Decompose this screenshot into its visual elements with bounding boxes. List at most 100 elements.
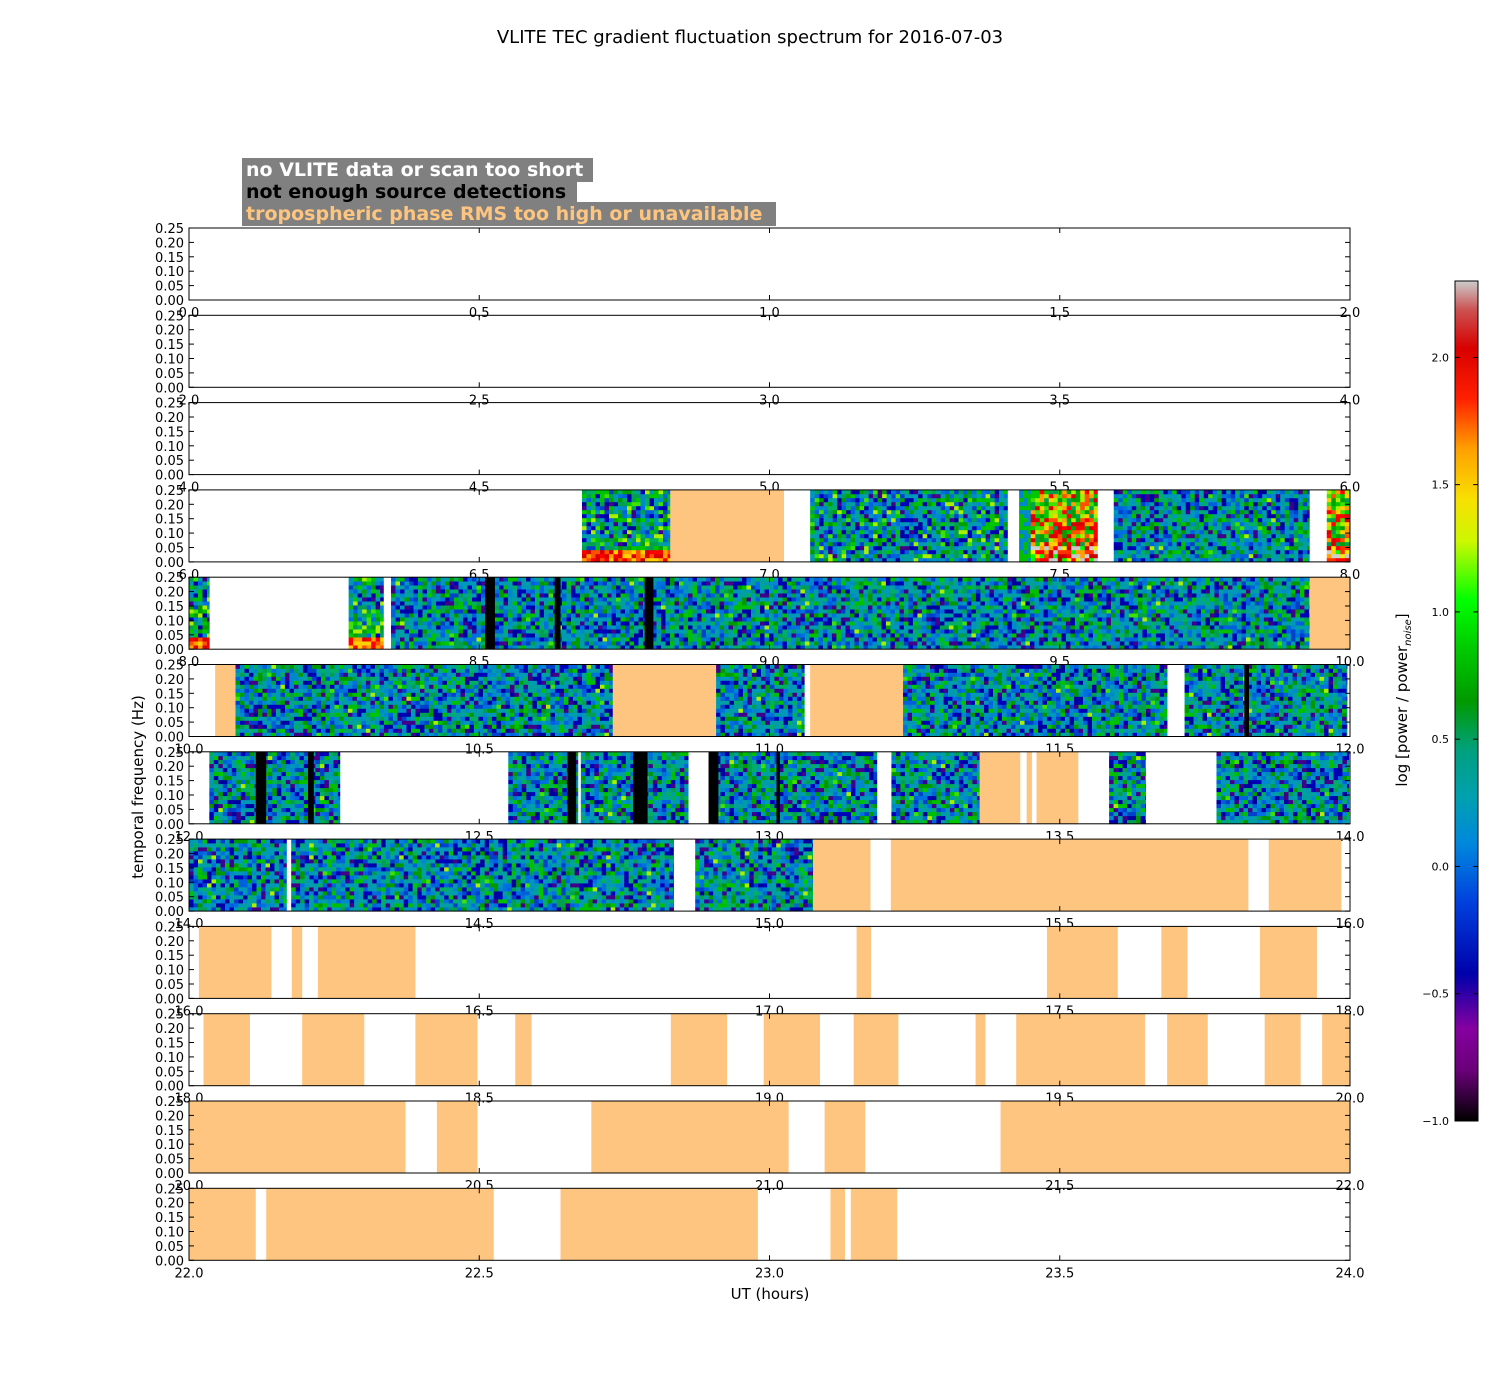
spectrum-cell <box>900 545 905 551</box>
spectrum-cell <box>1145 553 1151 559</box>
spectrum-cell <box>658 505 664 511</box>
spectrum-cell <box>1208 541 1214 547</box>
spectrum-cell <box>631 513 637 519</box>
spectrum-cell <box>828 505 833 511</box>
spectrum-cell <box>593 645 599 650</box>
spectrum-cell <box>1062 505 1068 511</box>
spectrum-cell <box>613 501 619 507</box>
spectrum-cell <box>1071 541 1077 547</box>
spectrum-cell <box>823 493 829 499</box>
spectrum-cell <box>427 641 432 646</box>
spectrum-cell <box>629 605 635 610</box>
spectrum-cell <box>873 549 878 555</box>
spectrum-cell <box>467 633 473 638</box>
spectrum-cell <box>1293 533 1299 539</box>
spectrum-cell <box>864 489 869 495</box>
spectrum-cell <box>613 509 619 515</box>
spectrum-cell <box>1185 493 1191 499</box>
spectrum-cell <box>863 585 869 590</box>
spectrum-cell <box>649 517 655 523</box>
spectrum-cell <box>1167 497 1173 503</box>
spectrum-cell <box>1167 529 1173 535</box>
spectrum-cell <box>674 605 680 610</box>
spectrum-cell <box>976 493 982 499</box>
spectrum-cell <box>1266 521 1272 527</box>
spectrum-cell <box>1298 497 1304 503</box>
spectrum-cell <box>1257 517 1263 523</box>
spectrum-cell <box>1118 501 1124 507</box>
spectrum-cell <box>476 601 482 606</box>
spectrum-cell <box>733 597 738 602</box>
spectrum-cell <box>1089 521 1095 527</box>
spectrum-cell <box>1344 525 1350 531</box>
spectrum-cell <box>593 613 599 618</box>
spectrum-cell <box>822 601 828 606</box>
spectrum-cell <box>715 581 720 586</box>
spectrum-cell <box>1335 529 1341 535</box>
spectrum-cell <box>831 641 837 646</box>
spectrum-cell <box>791 577 797 582</box>
spectrum-cell <box>1217 517 1223 523</box>
spectrum-cell <box>823 533 829 539</box>
spectrum-cell <box>1035 537 1041 543</box>
spectrum-cell <box>1122 493 1128 499</box>
spectrum-cell <box>544 593 549 598</box>
spectrum-cell <box>508 581 513 586</box>
spectrum-cell <box>706 605 711 610</box>
spectrum-cell <box>618 509 623 515</box>
spectrum-cell <box>1057 497 1063 503</box>
spectrum-cell <box>864 537 869 543</box>
spectrum-cell <box>586 513 592 519</box>
spectrum-cell <box>1075 521 1081 527</box>
spectrum-cell <box>773 613 779 618</box>
y-tick-label: 0.00 <box>155 294 184 309</box>
spectrum-cell <box>1066 533 1072 539</box>
spectrum-cell <box>954 541 959 547</box>
spectrum-cell <box>600 505 605 511</box>
spectrum-cell <box>667 537 671 543</box>
spectrum-cell <box>846 505 851 511</box>
spectrum-cell <box>1212 493 1218 499</box>
spectrum-cell <box>499 597 504 602</box>
spectrum-cell <box>1035 509 1041 515</box>
spectrum-cell <box>873 533 878 539</box>
spectrum-cell <box>1044 545 1050 551</box>
spectrum-cell <box>404 581 410 586</box>
spectrum-cell <box>1302 533 1308 539</box>
spectrum-cell <box>575 629 581 634</box>
spectrum-cell <box>1048 529 1054 535</box>
spectrum-cell <box>930 613 936 618</box>
spectrum-cell <box>1212 517 1218 523</box>
spectrum-cell <box>1039 497 1045 503</box>
spectrum-cell <box>981 529 986 535</box>
spectrum-cell <box>976 501 982 507</box>
spectrum-cell <box>1084 545 1090 551</box>
spectrum-cell <box>1122 497 1128 503</box>
spectrum-cell <box>586 521 592 527</box>
spectrum-cell <box>1053 517 1059 523</box>
spectrum-cell <box>814 513 820 519</box>
spectrum-cell <box>881 637 887 642</box>
spectrum-cell <box>926 621 932 626</box>
spectrum-cell <box>1194 541 1200 547</box>
spectrum-cell <box>894 609 900 614</box>
spectrum-cell <box>625 637 630 642</box>
spectrum-cell <box>600 501 605 507</box>
spectrum-cell <box>823 517 829 523</box>
spectrum-cell <box>604 529 610 535</box>
spectrum-cell <box>1335 517 1341 523</box>
spectrum-cell <box>1145 541 1151 547</box>
spectrum-cell <box>616 613 621 618</box>
spectrum-cell <box>353 593 358 598</box>
spectrum-cell <box>877 537 883 543</box>
spectrum-cell <box>665 637 671 642</box>
spectrum-cell <box>786 621 792 626</box>
spectrum-cell <box>1340 497 1346 503</box>
spectrum-cell <box>409 597 414 602</box>
spectrum-cell <box>976 533 982 539</box>
spectrum-cell <box>661 605 666 610</box>
spectrum-cell <box>620 593 626 598</box>
spectrum-cell <box>375 589 381 594</box>
spectrum-cell <box>1030 549 1036 555</box>
spectrum-cell <box>391 577 396 582</box>
